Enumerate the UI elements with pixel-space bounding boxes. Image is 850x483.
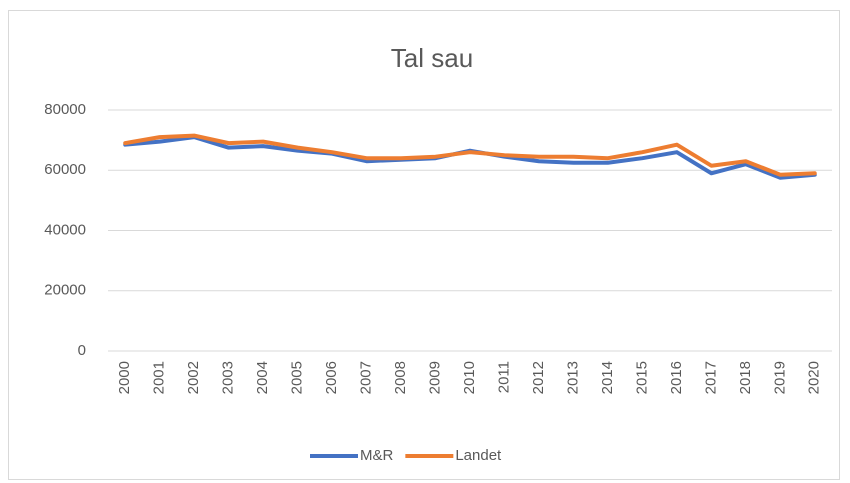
x-tick-label: 2009 [426, 361, 443, 394]
y-tick-label: 20000 [44, 282, 86, 299]
x-tick-label: 2013 [564, 361, 581, 394]
x-tick-label: 2007 [358, 361, 375, 394]
x-tick-label: 2010 [461, 361, 478, 394]
y-tick-label: 60000 [44, 161, 86, 178]
x-tick-label: 2019 [771, 361, 788, 394]
line-series [123, 133, 817, 177]
x-tick-label: 2020 [806, 361, 823, 394]
y-tick-label: 80000 [44, 101, 86, 118]
x-tick-label: 2016 [668, 361, 685, 394]
x-tick-label: 2001 [151, 361, 168, 394]
x-tick-label: 2004 [254, 361, 271, 394]
legend-label: Landet [455, 447, 502, 464]
x-tick-label: 2008 [392, 361, 409, 394]
y-tick-label: 0 [78, 342, 86, 359]
x-tick-label: 2000 [116, 361, 133, 394]
y-tick-label: 40000 [44, 221, 86, 238]
x-tick-label: 2003 [220, 361, 237, 394]
x-tick-label: 2012 [530, 361, 547, 394]
x-tick-label: 2011 [495, 361, 512, 393]
x-tick-label: 2006 [323, 361, 340, 394]
x-tick-label: 2005 [289, 361, 306, 394]
x-tick-label: 2014 [599, 361, 616, 394]
x-tick-label: 2017 [702, 361, 719, 394]
x-tick-label: 2015 [633, 361, 650, 394]
chart-title: Tal sau [391, 43, 473, 73]
legend-label: M&R [360, 447, 394, 464]
x-tick-label: 2002 [185, 361, 202, 394]
chart-border [8, 10, 840, 480]
x-tick-label: 2018 [737, 361, 754, 394]
